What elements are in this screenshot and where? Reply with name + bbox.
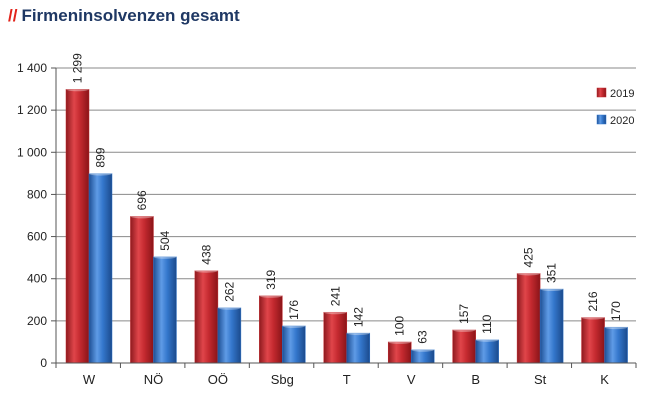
y-tick-label: 800 [27, 187, 47, 201]
bar-2020-OÖ [217, 307, 242, 364]
y-tick-label: 200 [27, 314, 47, 328]
data-label: 142 [351, 307, 365, 327]
bar-2020-NÖ [153, 256, 177, 364]
y-tick-label: 1 000 [17, 145, 47, 159]
bar-2019-OÖ [194, 270, 219, 364]
x-tick-label: St [534, 372, 547, 387]
bar-highlight [388, 339, 412, 344]
bar-highlight [475, 337, 499, 342]
title-slashes: // [8, 6, 18, 25]
bars: 1 299 899 696 504 438 262 319 176 241 142 100 63 157… [65, 53, 628, 364]
data-label: 1 299 [71, 53, 85, 83]
bar-highlight [604, 325, 628, 330]
bar-highlight [194, 268, 218, 273]
bar-2019-T [323, 311, 348, 364]
data-label: 438 [199, 244, 213, 264]
x-tick-label: V [407, 372, 416, 387]
legend-label-2019: 2019 [610, 88, 634, 100]
data-label: 504 [158, 230, 172, 250]
bar-highlight [66, 87, 89, 92]
bar-highlight [217, 305, 241, 310]
bar-2019-V [387, 341, 412, 364]
data-label: 176 [287, 300, 301, 320]
legend-swatch-2020 [596, 114, 607, 125]
bar-highlight [259, 293, 283, 298]
chart-title: //Firmeninsolvenzen gesamt [8, 6, 240, 26]
y-tick-label: 400 [27, 272, 47, 286]
bar-2020-T [346, 332, 371, 364]
data-label: 157 [457, 304, 471, 324]
x-tick-label: OÖ [208, 372, 228, 387]
x-axis: W NÖ OÖ Sbg T V B St K [55, 362, 637, 387]
data-label: 262 [222, 281, 236, 301]
data-label: 100 [393, 316, 407, 336]
chart-title-text: Firmeninsolvenzen gesamt [21, 6, 240, 25]
x-tick-label: B [471, 372, 480, 387]
y-tick-label: 600 [27, 230, 47, 244]
data-label: 899 [94, 147, 108, 167]
bar-2019-B [452, 329, 476, 364]
legend-label-2020: 2020 [610, 115, 634, 127]
bar-highlight [282, 323, 306, 328]
bar-2019-NÖ [130, 216, 154, 364]
bar-highlight [346, 331, 370, 336]
bar-2019-St [516, 273, 541, 364]
bar-2020-St [539, 288, 564, 364]
bar-highlight [411, 347, 435, 352]
x-tick-label: T [343, 372, 351, 387]
x-tick-label: NÖ [144, 372, 164, 387]
x-tick-label: W [83, 372, 96, 387]
data-label: 63 [416, 330, 430, 344]
bar-highlight [581, 315, 605, 320]
bar-2020-B [475, 339, 499, 364]
bar-2019-Sbg [259, 295, 283, 364]
y-tick-label: 0 [40, 356, 47, 370]
y-tick-label: 1 200 [17, 103, 47, 117]
data-label: 425 [522, 247, 536, 267]
y-tick-label: 1 400 [17, 61, 47, 75]
bar-highlight [540, 287, 564, 292]
x-tick-label: Sbg [271, 372, 294, 387]
bar-2020-Sbg [282, 325, 306, 364]
bar-highlight [130, 214, 154, 219]
x-tick-label: K [600, 372, 609, 387]
data-label: 110 [480, 314, 494, 333]
bar-2019-W [65, 89, 90, 364]
data-label: 351 [545, 263, 559, 283]
data-label: 696 [135, 190, 149, 210]
bar-highlight [517, 271, 541, 276]
data-label: 216 [586, 291, 600, 311]
legend: 2019 2020 [596, 87, 634, 127]
bar-highlight [89, 171, 112, 176]
bar-2020-K [604, 326, 628, 364]
data-label: 170 [609, 301, 623, 321]
bar-2020-W [88, 173, 113, 364]
y-axis: 0 200 400 600 800 1 000 1 200 1 400 [17, 61, 57, 370]
bar-highlight [323, 310, 347, 315]
data-label: 241 [328, 286, 342, 306]
legend-swatch-2019 [596, 87, 607, 98]
bar-highlight [452, 327, 476, 332]
data-label: 319 [264, 269, 278, 289]
bar-highlight [153, 254, 177, 259]
bar-2019-K [581, 317, 605, 364]
